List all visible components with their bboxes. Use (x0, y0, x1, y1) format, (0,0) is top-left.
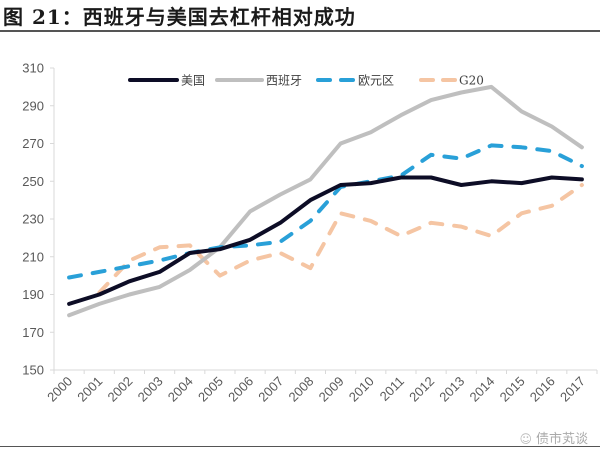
y-tick-label: 290 (22, 98, 44, 113)
watermark-text: 债市芄谈 (535, 432, 588, 447)
y-tick-label: 210 (22, 249, 44, 264)
x-tick-label: 2007 (255, 374, 286, 405)
y-tick-label: 230 (22, 212, 44, 227)
legend-label: 欧元区 (358, 74, 394, 88)
x-tick-label: 2014 (466, 374, 497, 405)
x-tick-label: 2016 (527, 374, 558, 405)
y-tick-label: 150 (22, 363, 44, 378)
series-lines (67, 84, 584, 318)
y-tick-label: 190 (22, 287, 44, 302)
y-tick-label: 250 (22, 174, 44, 189)
x-tick-label: 2012 (406, 374, 437, 405)
legend-item: 美国 (128, 74, 205, 88)
y-axis-ticks: 150 170 190 210 230 250 270 290 310 (22, 61, 54, 378)
y-tick-label: 310 (22, 61, 44, 76)
legend-item: 西班牙 (215, 74, 302, 88)
legend-label: G20 (459, 74, 484, 88)
title-divider (0, 30, 600, 32)
x-tick-label: 2013 (436, 374, 467, 405)
watermark: ☺ 债市芄谈 (519, 428, 588, 447)
x-tick-label: 2003 (135, 374, 166, 405)
x-tick-label: 2002 (104, 374, 135, 405)
y-tick-label: 170 (22, 325, 44, 340)
bottom-divider (0, 446, 600, 447)
legend: 美国 西班牙 欧元区 G20 (128, 74, 484, 88)
x-tick-label: 2000 (44, 374, 75, 405)
x-tick-label: 2005 (195, 374, 226, 405)
series-line-3 (97, 183, 584, 295)
legend-item: G20 (419, 74, 484, 88)
x-tick-label: 2009 (316, 374, 347, 405)
legend-label: 西班牙 (266, 74, 302, 88)
legend-label: 美国 (181, 74, 205, 88)
x-tick-label: 2015 (497, 374, 528, 405)
series-line-1 (67, 84, 584, 318)
x-tick-label: 2010 (346, 374, 377, 405)
wechat-icon: ☺ (519, 432, 532, 446)
x-tick-label: 2011 (377, 374, 407, 404)
x-tick-label: 2008 (285, 374, 316, 405)
y-tick-label: 270 (22, 136, 44, 151)
x-tick-label: 2001 (74, 374, 105, 405)
axes (53, 68, 597, 371)
x-axis-ticks: 2000 2001 2002 2003 2004 2005 2006 2007 2008 2009… (44, 370, 598, 405)
x-tick-label: 2006 (225, 374, 256, 405)
legend-item: 欧元区 (316, 74, 394, 88)
x-tick-label: 2004 (165, 374, 196, 405)
figure-title: 图 21：西班牙与美国去杠杆相对成功 (3, 5, 356, 29)
x-tick-label: 2017 (557, 374, 588, 405)
series-line-0 (67, 175, 584, 306)
series-line-2 (67, 143, 584, 280)
